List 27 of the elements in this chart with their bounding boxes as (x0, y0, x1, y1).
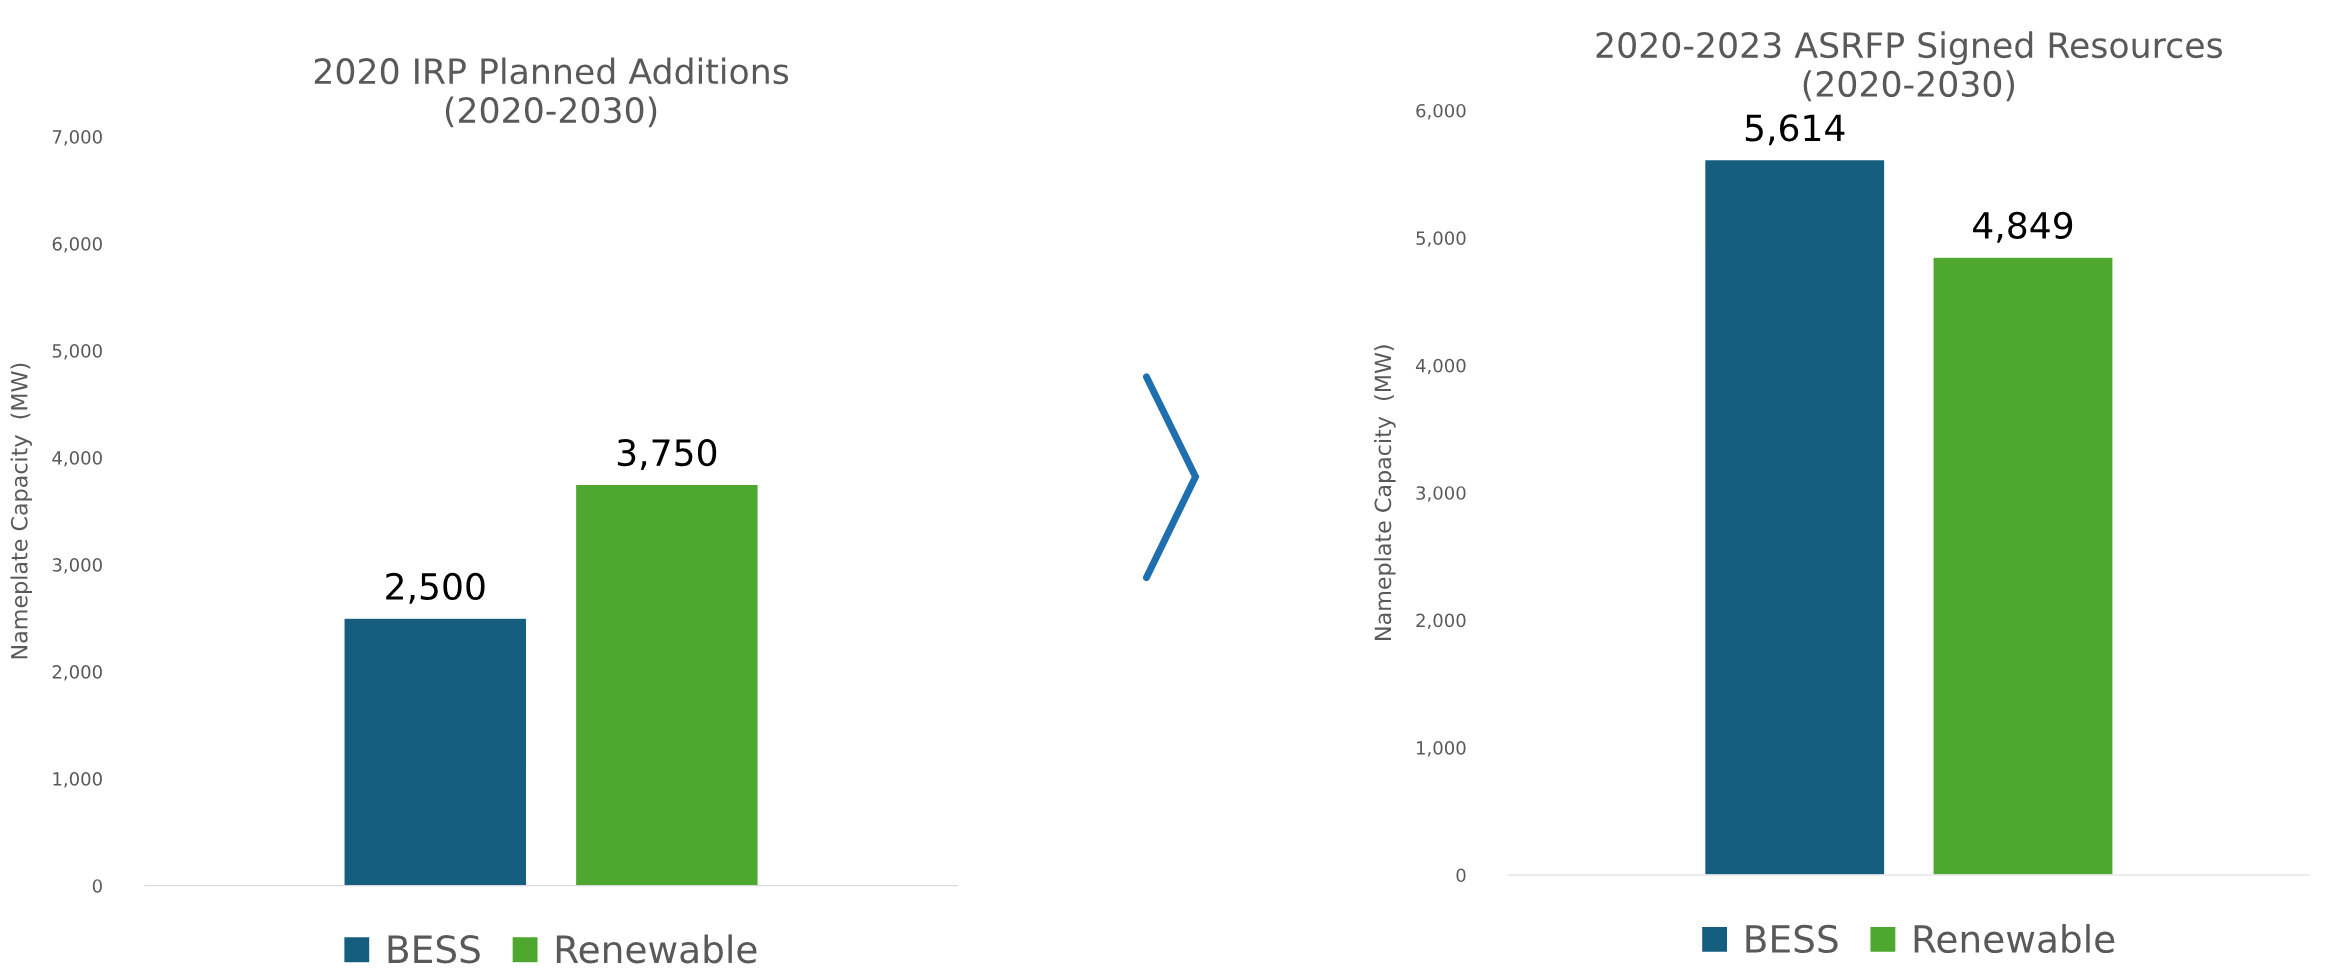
data-label: 4,849 (1973, 211, 2073, 243)
y-tick-label: 1,000 (1417, 741, 1466, 757)
y-tick-label: 6,000 (1416, 103, 1466, 120)
y-tick-label: 5,000 (52, 344, 102, 360)
y-tick-label: 3,000 (1416, 486, 1466, 502)
y-tick-label: 0 (1456, 868, 1466, 883)
legend-label: Renewable (1914, 924, 2115, 954)
y-tick-label: 6,000 (52, 237, 102, 253)
legend-label: BESS (388, 935, 480, 964)
y-tick-label: 2,000 (1416, 613, 1466, 630)
y-axis-title: Nameplate Capacity (MW) (10, 363, 32, 659)
y-tick-label: 4,000 (1415, 358, 1466, 375)
chart-title: 2020-2023 ASRFP Signed Resources (2020-2030) (1596, 31, 2222, 102)
y-axis-title: Nameplate Capacity (MW) (1374, 345, 1396, 640)
y-tick-label: 4,000 (52, 451, 102, 467)
data-label: 3,750 (617, 438, 717, 470)
y-tick-label: 1,000 (53, 772, 102, 788)
y-tick-label: 7,000 (52, 130, 102, 146)
data-label: 2,500 (386, 572, 485, 604)
legend-label: BESS (1746, 924, 1838, 954)
y-tick-label: 5,000 (1416, 231, 1466, 247)
data-label: 5,614 (1745, 114, 1845, 146)
legend-label: Renewable (556, 934, 757, 964)
y-tick-label: 3,000 (52, 558, 102, 574)
y-tick-label: 2,000 (52, 665, 102, 681)
y-tick-label: 0 (92, 879, 102, 893)
chart-title: 2020 IRP Planned Additions (2020-2030) (314, 57, 789, 128)
